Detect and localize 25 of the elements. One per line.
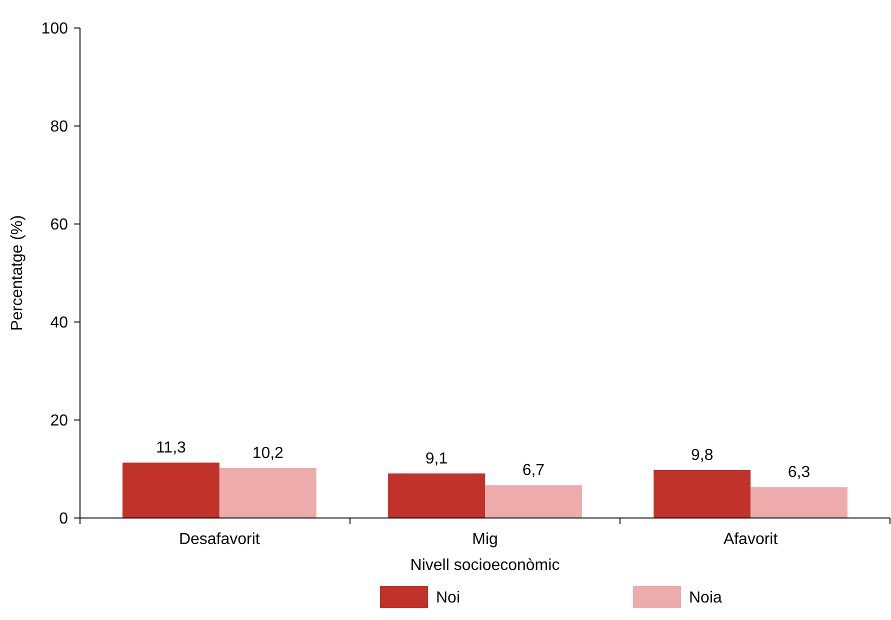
bar — [122, 462, 220, 518]
y-tick-label: 40 — [50, 314, 68, 332]
bar — [750, 487, 848, 518]
y-tick-label: 80 — [50, 118, 68, 136]
x-tick-label: Desafavorit — [178, 531, 260, 548]
bar — [388, 473, 485, 518]
x-axis-title: Nivell socioeconòmic — [410, 557, 560, 574]
data-label: 10,2 — [252, 445, 284, 462]
data-label: 9,8 — [690, 446, 714, 464]
y-tick-label: 20 — [50, 412, 68, 430]
bar — [654, 470, 751, 518]
legend-label: Noia — [689, 590, 722, 607]
y-tick-label: 0 — [59, 510, 68, 528]
y-tick-label: 60 — [50, 216, 68, 234]
x-tick-label: Afavorit — [723, 531, 778, 548]
data-label: 11,3 — [156, 440, 186, 457]
x-tick-label: Mig — [472, 531, 498, 548]
data-label: 6,7 — [522, 462, 545, 480]
y-axis-title: Percentatge (%) — [9, 215, 26, 331]
data-label: 9,1 — [425, 450, 448, 468]
bar — [219, 468, 316, 518]
legend-label: Noi — [436, 590, 460, 607]
data-label: 6,3 — [788, 464, 810, 482]
y-tick-label: 100 — [41, 20, 68, 38]
bar — [485, 485, 582, 518]
